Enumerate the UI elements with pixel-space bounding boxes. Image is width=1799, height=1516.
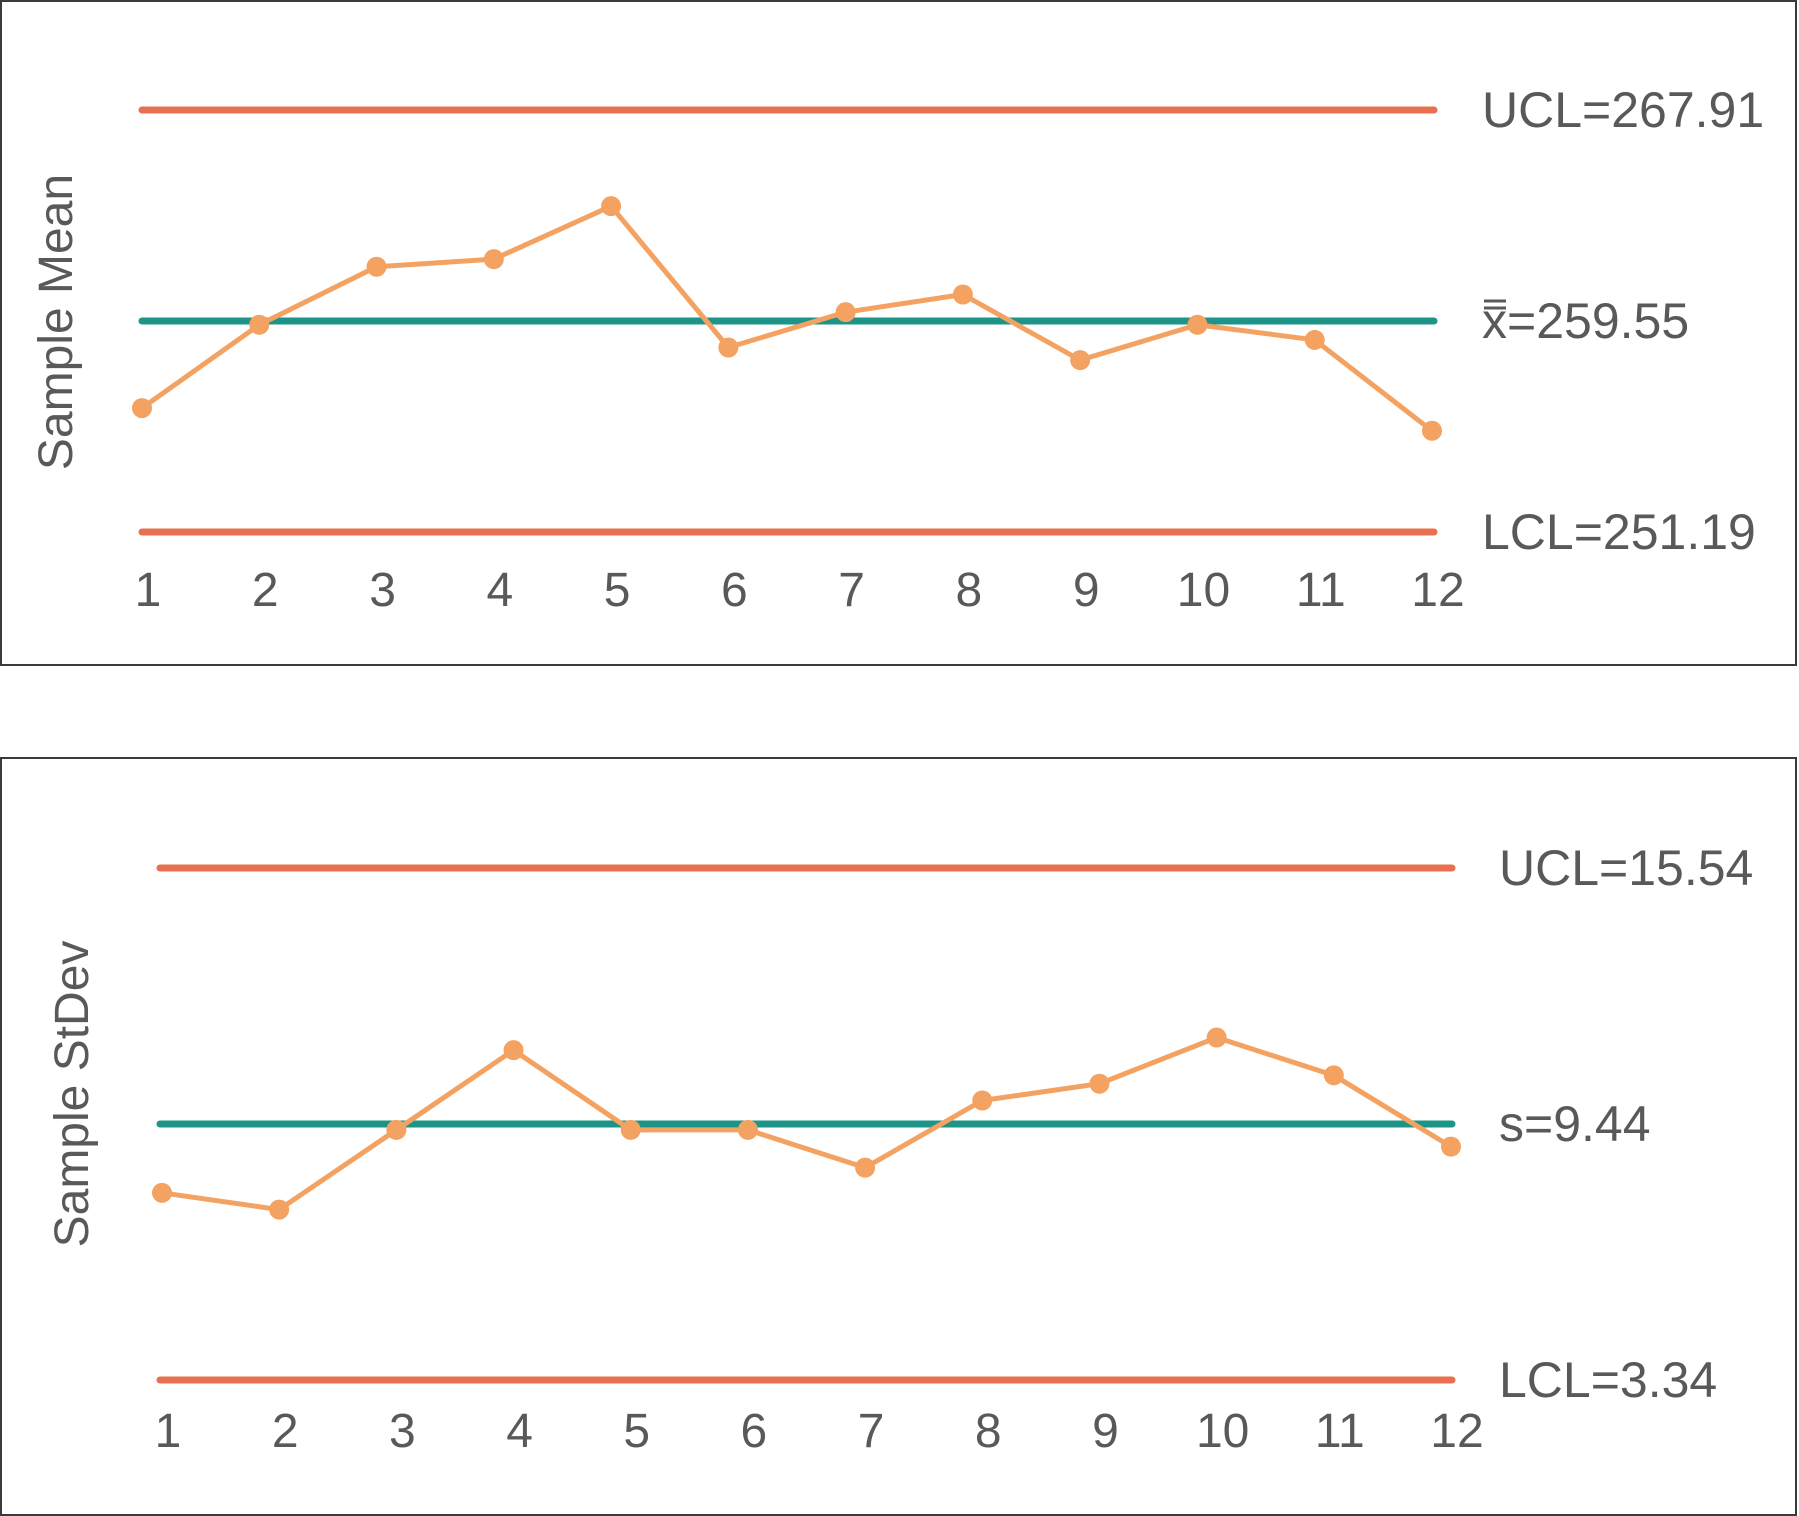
data-point <box>972 1090 993 1111</box>
data-point <box>503 1040 524 1061</box>
data-point <box>737 1119 758 1140</box>
x-tick-label: 2 <box>252 564 279 617</box>
series-line <box>140 203 1434 433</box>
s-chart-panel: Sample StDev UCL=15.54 s=9.44 LCL=3.34 1 2 3 4 5… <box>0 757 1797 1516</box>
x-tick-label: 3 <box>369 564 396 617</box>
data-point <box>1089 1073 1110 1094</box>
data-point <box>952 284 973 305</box>
y-axis-label: Sample Mean <box>30 174 83 470</box>
data-point <box>1070 350 1091 371</box>
y-axis-label: Sample StDev <box>46 941 99 1248</box>
data-point <box>132 398 152 419</box>
x-tick-label: 9 <box>1073 564 1100 617</box>
data-point <box>620 1119 641 1140</box>
x-tick-label: 6 <box>741 1405 768 1458</box>
x-tick-label: 10 <box>1177 564 1230 617</box>
x-tick-label: 5 <box>623 1405 650 1458</box>
data-point <box>855 1157 876 1178</box>
lcl-label: LCL=3.34 <box>1499 1352 1717 1408</box>
xbar-chart: Sample Mean UCL=267.91 x=259.55 LCL=251.19 1… <box>30 82 1764 617</box>
x-tick-label: 4 <box>486 564 513 617</box>
data-point <box>1323 1065 1344 1086</box>
series-line <box>161 1035 1453 1213</box>
xbar-chart-panel: Sample Mean UCL=267.91 x=259.55 LCL=251.19 1… <box>0 0 1797 666</box>
x-tick-label: 3 <box>389 1405 416 1458</box>
x-tick-label: 8 <box>956 564 983 617</box>
data-point <box>835 302 856 323</box>
x-tick-label: 4 <box>506 1405 533 1458</box>
data-point <box>1304 329 1325 350</box>
data-point <box>718 337 739 358</box>
center-label: x=259.55 <box>1482 293 1689 349</box>
data-point <box>1206 1027 1227 1048</box>
lcl-label: LCL=251.19 <box>1482 504 1756 560</box>
data-point <box>1187 314 1208 335</box>
data-point <box>386 1119 407 1140</box>
data-point <box>601 196 622 217</box>
ucl-label: UCL=267.91 <box>1482 82 1764 138</box>
data-point <box>269 1199 290 1220</box>
x-tick-label: 6 <box>721 564 748 617</box>
x-tick-label: 10 <box>1196 1405 1249 1458</box>
ucl-label: UCL=15.54 <box>1499 840 1753 896</box>
x-tick-label: 1 <box>155 1405 182 1458</box>
x-tick-label: 1 <box>135 564 162 617</box>
center-label: s=9.44 <box>1499 1096 1651 1152</box>
x-tick-label: 7 <box>838 564 865 617</box>
data-point <box>152 1182 172 1203</box>
x-tick-label: 7 <box>858 1405 885 1458</box>
x-tick-label: 9 <box>1092 1405 1119 1458</box>
data-point <box>366 256 387 277</box>
x-tick-label: 8 <box>975 1405 1002 1458</box>
data-point <box>1441 1136 1461 1157</box>
x-tick-label: 11 <box>1315 1405 1365 1458</box>
center-value: =259.55 <box>1507 293 1689 349</box>
data-point <box>483 249 504 270</box>
data-point <box>1422 420 1442 441</box>
x-tick-label: 11 <box>1296 564 1346 617</box>
x-tick-label: 5 <box>604 564 631 617</box>
data-point <box>249 314 270 335</box>
x-tick-label: 12 <box>1411 564 1464 617</box>
x-tick-label: 2 <box>272 1405 299 1458</box>
x-tick-label: 12 <box>1430 1405 1483 1458</box>
